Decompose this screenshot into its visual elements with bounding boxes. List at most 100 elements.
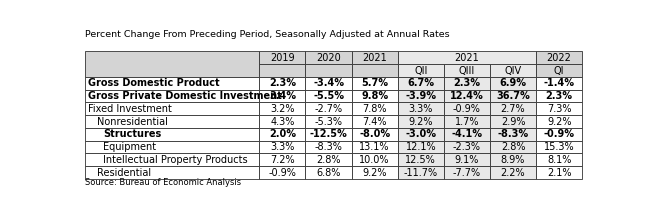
Bar: [536, 166, 582, 179]
Bar: [490, 115, 536, 128]
Bar: [305, 77, 352, 90]
Text: 3.2%: 3.2%: [270, 104, 295, 114]
Text: -8.0%: -8.0%: [359, 129, 390, 139]
Bar: [444, 103, 490, 115]
Text: 2.8%: 2.8%: [316, 155, 341, 165]
Text: -5.5%: -5.5%: [313, 91, 344, 101]
Bar: [352, 64, 398, 77]
Bar: [352, 154, 398, 166]
Text: -3.4%: -3.4%: [313, 78, 344, 88]
Bar: [352, 90, 398, 103]
Text: 6.9%: 6.9%: [500, 78, 527, 88]
Text: 9.1%: 9.1%: [455, 155, 479, 165]
Text: 10.0%: 10.0%: [360, 155, 390, 165]
Text: Residential: Residential: [97, 167, 151, 178]
Bar: [536, 141, 582, 154]
Text: 2019: 2019: [270, 53, 295, 63]
Bar: [85, 115, 259, 128]
Text: QIV: QIV: [504, 66, 522, 76]
Bar: [85, 90, 259, 103]
Text: 7.3%: 7.3%: [547, 104, 572, 114]
Text: QI: QI: [554, 66, 564, 76]
Text: Gross Private Domestic Investment: Gross Private Domestic Investment: [88, 91, 282, 101]
Bar: [490, 64, 536, 77]
Text: 5.7%: 5.7%: [361, 78, 388, 88]
Text: 9.2%: 9.2%: [408, 117, 433, 127]
Text: 7.8%: 7.8%: [362, 104, 387, 114]
Text: -0.9%: -0.9%: [268, 167, 296, 178]
Bar: [444, 128, 490, 141]
Text: 2021: 2021: [362, 53, 387, 63]
Text: Source: Bureau of Economic Analysis: Source: Bureau of Economic Analysis: [85, 178, 241, 187]
Bar: [305, 128, 352, 141]
Text: 9.2%: 9.2%: [362, 167, 387, 178]
Bar: [536, 51, 582, 64]
Bar: [444, 77, 490, 90]
Bar: [536, 128, 582, 141]
Bar: [352, 77, 398, 90]
Bar: [259, 141, 305, 154]
Text: -12.5%: -12.5%: [310, 129, 347, 139]
Text: -3.0%: -3.0%: [405, 129, 436, 139]
Text: 7.2%: 7.2%: [270, 155, 295, 165]
Text: Intellectual Property Products: Intellectual Property Products: [103, 155, 248, 165]
Text: Fixed Investment: Fixed Investment: [88, 104, 172, 114]
Bar: [85, 166, 259, 179]
Bar: [398, 141, 444, 154]
Bar: [490, 128, 536, 141]
Bar: [536, 154, 582, 166]
Bar: [490, 166, 536, 179]
Text: 36.7%: 36.7%: [496, 91, 530, 101]
Text: -8.3%: -8.3%: [498, 129, 529, 139]
Bar: [352, 166, 398, 179]
Bar: [444, 115, 490, 128]
Text: Structures: Structures: [103, 129, 161, 139]
Text: 2.9%: 2.9%: [501, 117, 526, 127]
Bar: [536, 115, 582, 128]
Text: -2.7%: -2.7%: [314, 104, 343, 114]
Bar: [490, 141, 536, 154]
Text: 9.2%: 9.2%: [547, 117, 572, 127]
Text: -0.9%: -0.9%: [453, 104, 481, 114]
Text: 2020: 2020: [316, 53, 341, 63]
Bar: [85, 51, 259, 77]
Bar: [305, 115, 352, 128]
Bar: [352, 141, 398, 154]
Bar: [490, 103, 536, 115]
Bar: [444, 166, 490, 179]
Bar: [536, 64, 582, 77]
Bar: [536, 90, 582, 103]
Text: 7.4%: 7.4%: [362, 117, 387, 127]
Bar: [305, 154, 352, 166]
Text: 2.0%: 2.0%: [269, 129, 296, 139]
Text: 8.9%: 8.9%: [501, 155, 526, 165]
Bar: [398, 128, 444, 141]
Bar: [490, 154, 536, 166]
Text: 12.4%: 12.4%: [450, 91, 484, 101]
Bar: [305, 103, 352, 115]
Bar: [398, 90, 444, 103]
Bar: [490, 77, 536, 90]
Bar: [305, 90, 352, 103]
Bar: [259, 166, 305, 179]
Text: Gross Domestic Product: Gross Domestic Product: [88, 78, 220, 88]
Text: QII: QII: [414, 66, 428, 76]
Bar: [352, 115, 398, 128]
Bar: [352, 128, 398, 141]
Bar: [85, 154, 259, 166]
Text: 2.7%: 2.7%: [501, 104, 526, 114]
Text: 9.8%: 9.8%: [361, 91, 388, 101]
Text: 2.3%: 2.3%: [546, 91, 573, 101]
Bar: [398, 166, 444, 179]
Text: 12.5%: 12.5%: [406, 155, 436, 165]
Bar: [444, 154, 490, 166]
Bar: [398, 154, 444, 166]
Text: 2.1%: 2.1%: [547, 167, 572, 178]
Text: 3.3%: 3.3%: [409, 104, 433, 114]
Bar: [398, 103, 444, 115]
Bar: [398, 115, 444, 128]
Bar: [398, 64, 444, 77]
Text: -2.3%: -2.3%: [453, 142, 481, 152]
Text: 3.4%: 3.4%: [269, 91, 296, 101]
Text: 2.3%: 2.3%: [269, 78, 296, 88]
